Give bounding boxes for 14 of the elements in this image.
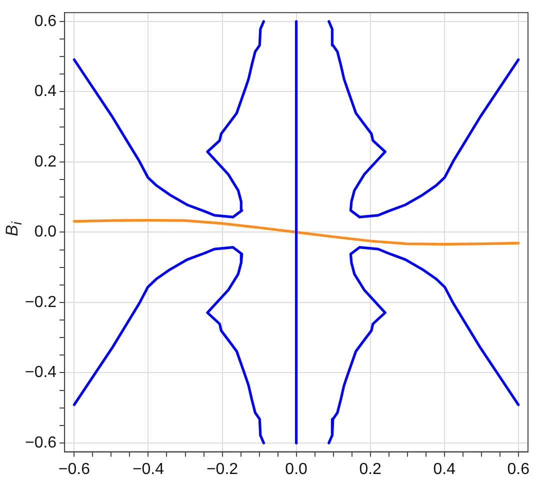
y-tick-label: 0.2 xyxy=(34,153,57,170)
y-tick-label: 0.6 xyxy=(34,12,57,30)
y-tick-label: 0.0 xyxy=(34,224,57,241)
y-tick-label: −0.4 xyxy=(24,364,57,382)
x-tick-label: 0.4 xyxy=(433,460,456,478)
x-tick-label: −0.2 xyxy=(206,460,238,478)
y-tick-label: −0.6 xyxy=(24,434,57,452)
y-tick-label: 0.4 xyxy=(34,83,57,100)
x-tick-label: −0.6 xyxy=(58,460,90,478)
x-tick-label: 0.2 xyxy=(359,460,382,478)
x-tick-label: 0.6 xyxy=(507,460,530,478)
x-tick-label: −0.4 xyxy=(132,460,164,478)
y-tick-label: −0.2 xyxy=(24,294,57,311)
x-tick-label: 0.0 xyxy=(285,460,308,478)
